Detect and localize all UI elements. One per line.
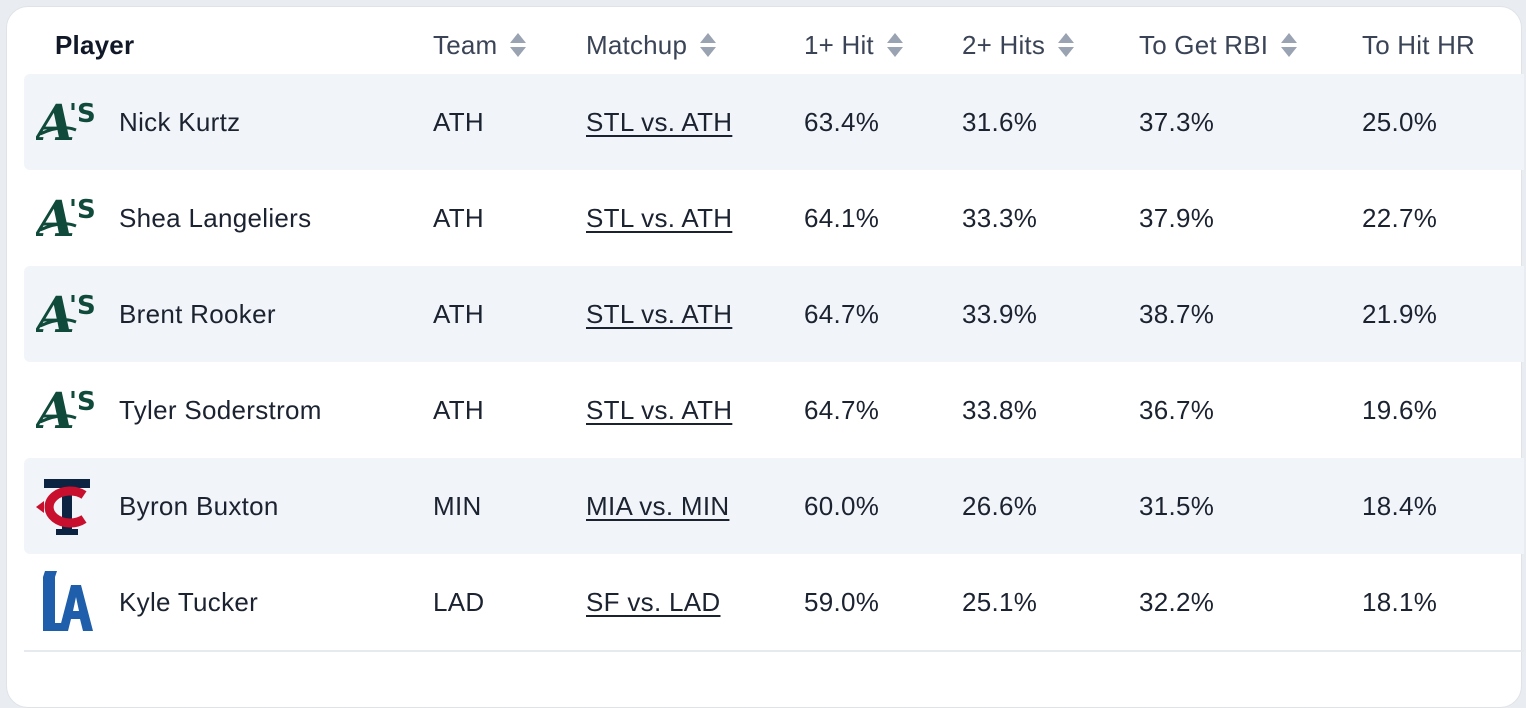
- sort-icon[interactable]: [1057, 32, 1075, 58]
- player-name[interactable]: Byron Buxton: [119, 490, 279, 521]
- team-code: ATH: [433, 394, 484, 425]
- twins-logo-icon: [34, 458, 100, 554]
- hit2-value: 33.3%: [962, 202, 1038, 233]
- sort-icon[interactable]: [699, 32, 717, 58]
- table-body: A 'S Nick Kurtz ATH STL vs. ATH 63.4% 31.…: [24, 74, 1524, 650]
- team-code: ATH: [433, 106, 484, 137]
- rbi-value: 32.2%: [1139, 586, 1215, 617]
- hit2-value: 33.9%: [962, 298, 1038, 329]
- rbi-value: 37.3%: [1139, 106, 1215, 137]
- hit2-value: 26.6%: [962, 490, 1038, 521]
- player-name[interactable]: Kyle Tucker: [119, 586, 259, 617]
- hit2-value: 25.1%: [962, 586, 1038, 617]
- hit1-value: 59.0%: [804, 586, 880, 617]
- hr-value: 19.6%: [1362, 394, 1438, 425]
- rbi-value: 31.5%: [1139, 490, 1215, 521]
- svg-text:A: A: [36, 190, 75, 246]
- player-name[interactable]: Tyler Soderstrom: [119, 394, 322, 425]
- athletics-logo-icon: A 'S: [34, 74, 100, 170]
- matchup-link[interactable]: SF vs. LAD: [586, 586, 721, 617]
- hr-value: 21.9%: [1362, 298, 1438, 329]
- svg-text:'S: 'S: [69, 291, 96, 321]
- svg-text:A: A: [36, 382, 75, 438]
- header-2plus-hits[interactable]: 2+ Hits: [962, 29, 1075, 61]
- hr-value: 25.0%: [1362, 106, 1438, 137]
- table-row[interactable]: A 'S Shea Langeliers ATH STL vs. ATH 64.1…: [24, 170, 1524, 266]
- table-row[interactable]: A 'S Nick Kurtz ATH STL vs. ATH 63.4% 31.…: [24, 74, 1524, 170]
- table-header: Player Team Matchup 1+ Hit 2+ Hits To Ge…: [7, 7, 1521, 81]
- hr-value: 22.7%: [1362, 202, 1438, 233]
- matchup-link[interactable]: MIA vs. MIN: [586, 490, 730, 521]
- sort-icon[interactable]: [1280, 32, 1298, 58]
- header-player: Player: [55, 29, 135, 60]
- header-1plus-hit[interactable]: 1+ Hit: [804, 29, 904, 61]
- matchup-link[interactable]: STL vs. ATH: [586, 394, 733, 425]
- team-code: ATH: [433, 202, 484, 233]
- header-to-hit-hr[interactable]: To Hit HR: [1362, 29, 1476, 60]
- sort-icon[interactable]: [886, 32, 904, 58]
- table-row[interactable]: A 'S Brent Rooker ATH STL vs. ATH 64.7% 3…: [24, 266, 1524, 362]
- team-code: MIN: [433, 490, 482, 521]
- hit1-value: 64.1%: [804, 202, 880, 233]
- matchup-link[interactable]: STL vs. ATH: [586, 202, 733, 233]
- matchup-link[interactable]: STL vs. ATH: [586, 106, 733, 137]
- table-row[interactable]: A 'S Tyler Soderstrom ATH STL vs. ATH 64.…: [24, 362, 1524, 458]
- table-row[interactable]: Kyle Tucker LAD SF vs. LAD 59.0% 25.1% 3…: [24, 554, 1524, 650]
- svg-text:A: A: [36, 94, 75, 150]
- matchup-link[interactable]: STL vs. ATH: [586, 298, 733, 329]
- svg-text:'S: 'S: [69, 195, 96, 225]
- dodgers-logo-icon: [34, 554, 100, 650]
- header-to-get-rbi[interactable]: To Get RBI: [1139, 29, 1298, 61]
- athletics-logo-icon: A 'S: [34, 362, 100, 458]
- team-code: LAD: [433, 586, 485, 617]
- player-name[interactable]: Nick Kurtz: [119, 106, 241, 137]
- hr-value: 18.1%: [1362, 586, 1438, 617]
- player-name[interactable]: Shea Langeliers: [119, 202, 312, 233]
- hr-value: 18.4%: [1362, 490, 1438, 521]
- svg-text:A: A: [36, 286, 75, 342]
- hit2-value: 31.6%: [962, 106, 1038, 137]
- rbi-value: 37.9%: [1139, 202, 1215, 233]
- team-code: ATH: [433, 298, 484, 329]
- hit1-value: 64.7%: [804, 298, 880, 329]
- athletics-logo-icon: A 'S: [34, 266, 100, 362]
- header-team[interactable]: Team: [433, 29, 527, 61]
- header-matchup[interactable]: Matchup: [586, 29, 717, 61]
- player-name[interactable]: Brent Rooker: [119, 298, 276, 329]
- rbi-value: 38.7%: [1139, 298, 1215, 329]
- table-row[interactable]: Byron Buxton MIN MIA vs. MIN 60.0% 26.6%…: [24, 458, 1524, 554]
- row-divider: [24, 650, 1524, 652]
- hit1-value: 60.0%: [804, 490, 880, 521]
- rbi-value: 36.7%: [1139, 394, 1215, 425]
- hit1-value: 64.7%: [804, 394, 880, 425]
- hit1-value: 63.4%: [804, 106, 880, 137]
- svg-text:'S: 'S: [69, 99, 96, 129]
- athletics-logo-icon: A 'S: [34, 170, 100, 266]
- hit2-value: 33.8%: [962, 394, 1038, 425]
- svg-text:'S: 'S: [69, 387, 96, 417]
- sort-icon[interactable]: [509, 32, 527, 58]
